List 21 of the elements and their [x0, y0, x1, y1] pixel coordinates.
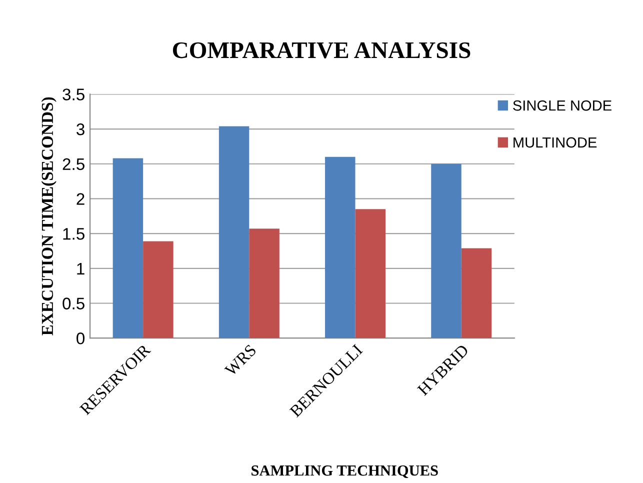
legend-label: SINGLE NODE: [513, 100, 612, 111]
y-tick-label: 2.5: [62, 158, 84, 170]
legend-label: MULTINODE: [514, 137, 597, 148]
bar: [249, 228, 280, 338]
y-tick-label: 1: [77, 262, 84, 274]
bar: [355, 209, 386, 338]
y-tick-label: 3: [76, 123, 84, 136]
y-tick-label: 0: [76, 332, 85, 344]
y-axis-title: EXECUTION TIME(SECONDS): [41, 97, 56, 336]
bar: [431, 164, 462, 338]
bar: [112, 158, 144, 338]
x-axis-title: SAMPLING TECHNIQUES: [252, 465, 438, 478]
bar: [325, 156, 356, 338]
y-tick-label: 1.5: [63, 228, 84, 240]
bar: [143, 241, 174, 338]
y-tick-label: 2: [76, 193, 84, 205]
y-tick-label: 3.5: [62, 88, 84, 100]
bar: [461, 248, 492, 338]
y-tick-label: 0.5: [62, 298, 84, 310]
bar: [218, 126, 250, 338]
chart-title: COMPARATIVE ANALYSIS: [172, 42, 470, 58]
